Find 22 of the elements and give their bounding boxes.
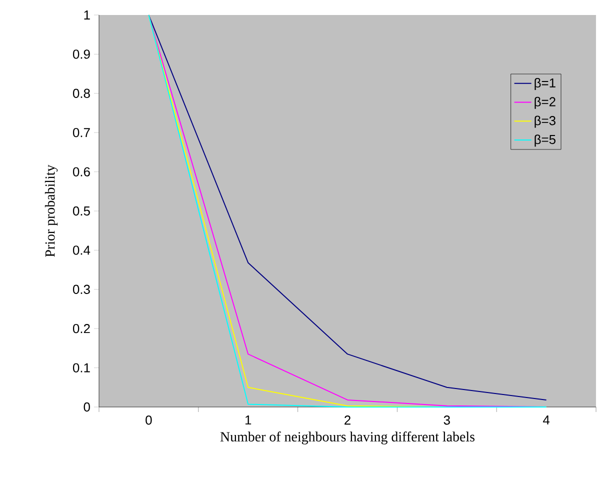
legend-label: β=1 <box>534 78 556 90</box>
legend-label: β=3 <box>534 116 556 128</box>
y-tick-label: 0 <box>84 402 90 412</box>
y-tick-label: 0.8 <box>72 88 90 98</box>
legend-label: β=5 <box>534 134 556 147</box>
x-tick-label: 4 <box>543 416 550 424</box>
y-tick-label: 0.3 <box>72 284 90 294</box>
x-tick-label: 0 <box>146 416 152 425</box>
x-axis-title: Number of neighbours having different labels <box>220 432 475 444</box>
y-tick-label: 0.7 <box>72 128 90 138</box>
y-tick-label: 0.5 <box>72 206 90 216</box>
x-tick-label: 2 <box>344 416 350 425</box>
y-axis-title: Prior probability <box>44 164 58 257</box>
x-tick-label: 3 <box>444 416 450 425</box>
y-tick-label: 0.2 <box>72 324 90 334</box>
y-tick-label: 0.4 <box>72 246 90 255</box>
y-tick-label: 0.9 <box>72 50 90 59</box>
x-tick-label: 1 <box>245 416 252 424</box>
y-tick-label: 1 <box>84 10 90 20</box>
y-tick-label: 0.1 <box>72 363 90 372</box>
y-tick-label: 0.6 <box>72 167 90 176</box>
legend-label: β=2 <box>534 96 556 109</box>
